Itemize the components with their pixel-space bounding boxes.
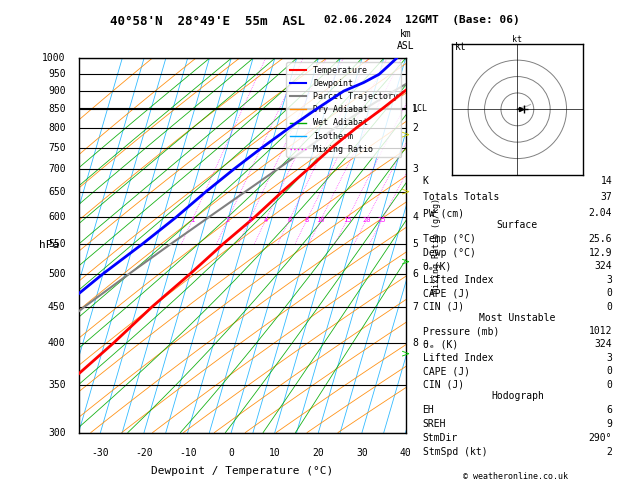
Text: 2.04: 2.04 xyxy=(589,208,612,218)
Text: 1: 1 xyxy=(412,104,418,114)
Text: 0: 0 xyxy=(606,366,612,376)
Text: CAPE (J): CAPE (J) xyxy=(423,288,469,298)
Text: 2: 2 xyxy=(606,447,612,457)
Text: Surface: Surface xyxy=(497,221,538,230)
Text: CAPE (J): CAPE (J) xyxy=(423,366,469,376)
Text: Mixing Ratio (g/kg): Mixing Ratio (g/kg) xyxy=(431,198,441,293)
Text: 4: 4 xyxy=(264,217,268,223)
Text: Lifted Index: Lifted Index xyxy=(423,353,493,363)
Text: Pressure (mb): Pressure (mb) xyxy=(423,326,499,336)
Text: 290°: 290° xyxy=(589,433,612,443)
Text: 6: 6 xyxy=(606,405,612,415)
Legend: Temperature, Dewpoint, Parcel Trajectory, Dry Adiabat, Wet Adiabat, Isotherm, Mi: Temperature, Dewpoint, Parcel Trajectory… xyxy=(286,63,401,157)
Text: 25: 25 xyxy=(378,217,386,223)
Text: 25.6: 25.6 xyxy=(589,234,612,244)
Text: 7: 7 xyxy=(412,301,418,312)
Text: 6: 6 xyxy=(287,217,292,223)
Text: K: K xyxy=(423,175,428,186)
Text: km
ASL: km ASL xyxy=(397,29,415,51)
Text: 30: 30 xyxy=(356,448,368,457)
Text: θₑ(K): θₑ(K) xyxy=(423,261,452,271)
Text: 10: 10 xyxy=(269,448,281,457)
Text: -20: -20 xyxy=(135,448,153,457)
Text: θₑ (K): θₑ (K) xyxy=(423,339,458,349)
Text: 6: 6 xyxy=(412,269,418,279)
Text: 550: 550 xyxy=(48,239,65,249)
Text: 40°58'N  28°49'E  55m  ASL: 40°58'N 28°49'E 55m ASL xyxy=(110,15,305,28)
Text: StmSpd (kt): StmSpd (kt) xyxy=(423,447,487,457)
Text: 450: 450 xyxy=(48,301,65,312)
Text: LCL: LCL xyxy=(412,104,427,113)
Text: 500: 500 xyxy=(48,269,65,279)
Text: >: > xyxy=(401,256,410,266)
Text: 8: 8 xyxy=(304,217,309,223)
Text: 750: 750 xyxy=(48,143,65,153)
Text: 600: 600 xyxy=(48,212,65,222)
Text: 3: 3 xyxy=(606,353,612,363)
Text: 9: 9 xyxy=(606,419,612,429)
Text: 650: 650 xyxy=(48,187,65,197)
Text: 0: 0 xyxy=(606,380,612,390)
Text: 12.9: 12.9 xyxy=(589,247,612,258)
Text: 850: 850 xyxy=(48,104,65,114)
Text: 2: 2 xyxy=(226,217,230,223)
Text: 20: 20 xyxy=(313,448,325,457)
Text: SREH: SREH xyxy=(423,419,446,429)
Text: Totals Totals: Totals Totals xyxy=(423,192,499,202)
Text: Hodograph: Hodograph xyxy=(491,391,544,401)
Text: 2: 2 xyxy=(412,122,418,133)
Text: 40: 40 xyxy=(399,448,411,457)
Text: -10: -10 xyxy=(179,448,196,457)
Text: 900: 900 xyxy=(48,86,65,96)
Text: CIN (J): CIN (J) xyxy=(423,380,464,390)
Text: 350: 350 xyxy=(48,380,65,390)
Text: StmDir: StmDir xyxy=(423,433,458,443)
Text: 324: 324 xyxy=(594,339,612,349)
Text: 0: 0 xyxy=(228,448,234,457)
Text: 4: 4 xyxy=(412,212,418,222)
Text: 15: 15 xyxy=(343,217,352,223)
Text: 5: 5 xyxy=(412,239,418,249)
Text: Lifted Index: Lifted Index xyxy=(423,275,493,285)
Text: Dewp (°C): Dewp (°C) xyxy=(423,247,476,258)
Text: 0: 0 xyxy=(606,288,612,298)
Text: 37: 37 xyxy=(601,192,612,202)
Text: PW (cm): PW (cm) xyxy=(423,208,464,218)
Text: EH: EH xyxy=(423,405,434,415)
Text: Most Unstable: Most Unstable xyxy=(479,312,555,323)
Text: 02.06.2024  12GMT  (Base: 06): 02.06.2024 12GMT (Base: 06) xyxy=(323,15,520,25)
Text: 0: 0 xyxy=(606,302,612,312)
Text: >: > xyxy=(401,186,410,196)
Text: 1012: 1012 xyxy=(589,326,612,336)
Text: 324: 324 xyxy=(594,261,612,271)
Text: 3: 3 xyxy=(412,164,418,174)
Text: Temp (°C): Temp (°C) xyxy=(423,234,476,244)
X-axis label: kt: kt xyxy=(513,35,522,44)
Text: CIN (J): CIN (J) xyxy=(423,302,464,312)
Text: 300: 300 xyxy=(48,428,65,437)
Text: 800: 800 xyxy=(48,122,65,133)
Text: -30: -30 xyxy=(92,448,109,457)
Text: kt: kt xyxy=(455,42,467,52)
Text: 3: 3 xyxy=(248,217,252,223)
Text: 950: 950 xyxy=(48,69,65,79)
Text: >: > xyxy=(401,130,410,139)
Text: 400: 400 xyxy=(48,338,65,348)
Text: 20: 20 xyxy=(362,217,370,223)
Text: 10: 10 xyxy=(316,217,325,223)
Text: 1000: 1000 xyxy=(42,53,65,63)
Text: 8: 8 xyxy=(412,338,418,348)
Text: hPa: hPa xyxy=(39,241,59,250)
Text: 1: 1 xyxy=(190,217,194,223)
Text: © weatheronline.co.uk: © weatheronline.co.uk xyxy=(464,472,568,481)
Text: 14: 14 xyxy=(601,175,612,186)
Text: Dewpoint / Temperature (°C): Dewpoint / Temperature (°C) xyxy=(151,466,333,476)
Text: >: > xyxy=(401,349,410,359)
Text: 3: 3 xyxy=(606,275,612,285)
Text: 700: 700 xyxy=(48,164,65,174)
